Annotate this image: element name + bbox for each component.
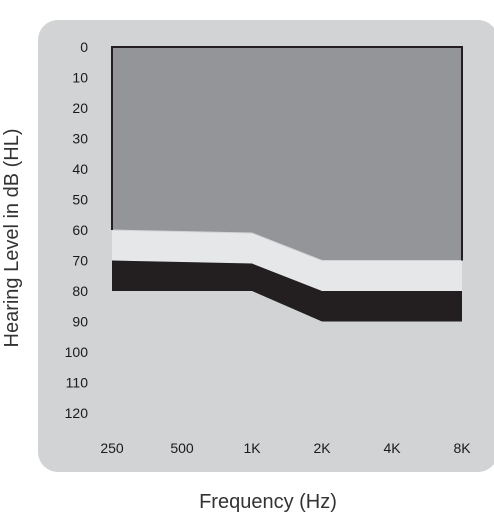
y-axis-label: Hearing Level in dB (HL) [1, 129, 23, 348]
y-tick-label: 80 [72, 283, 88, 299]
x-tick-label: 1K [243, 440, 261, 456]
series-band-1 [112, 47, 462, 261]
series-boundary-line [111, 229, 462, 261]
y-tick-label: 0 [80, 39, 88, 55]
x-tick-label: 8K [453, 440, 471, 456]
x-tick-label: 2K [313, 440, 331, 456]
x-axis-ticks: 250 500 1K 2K 4K 8K [100, 440, 471, 456]
y-axis-ticks: 0 10 20 30 40 50 60 70 80 90 100 110 120 [65, 39, 89, 421]
plot-frame [111, 46, 463, 261]
y-tick-label: 20 [72, 100, 88, 116]
y-tick-label: 40 [72, 161, 88, 177]
series-band-3 [112, 260, 462, 322]
y-tick-label: 90 [72, 314, 88, 330]
y-tick-label: 30 [72, 131, 88, 147]
plot-area [111, 46, 463, 413]
y-tick-label: 120 [65, 405, 89, 421]
x-axis-label: Frequency (Hz) [199, 491, 337, 513]
y-tick-label: 50 [72, 192, 88, 208]
y-tick-label: 60 [72, 222, 88, 238]
y-tick-label: 10 [72, 70, 88, 86]
x-tick-label: 4K [383, 440, 401, 456]
series-band-2 [112, 230, 462, 291]
x-tick-label: 500 [170, 440, 194, 456]
y-tick-label: 110 [66, 375, 89, 391]
x-tick-label: 250 [100, 440, 124, 456]
y-tick-label: 100 [65, 344, 89, 360]
y-tick-label: 70 [72, 253, 88, 269]
